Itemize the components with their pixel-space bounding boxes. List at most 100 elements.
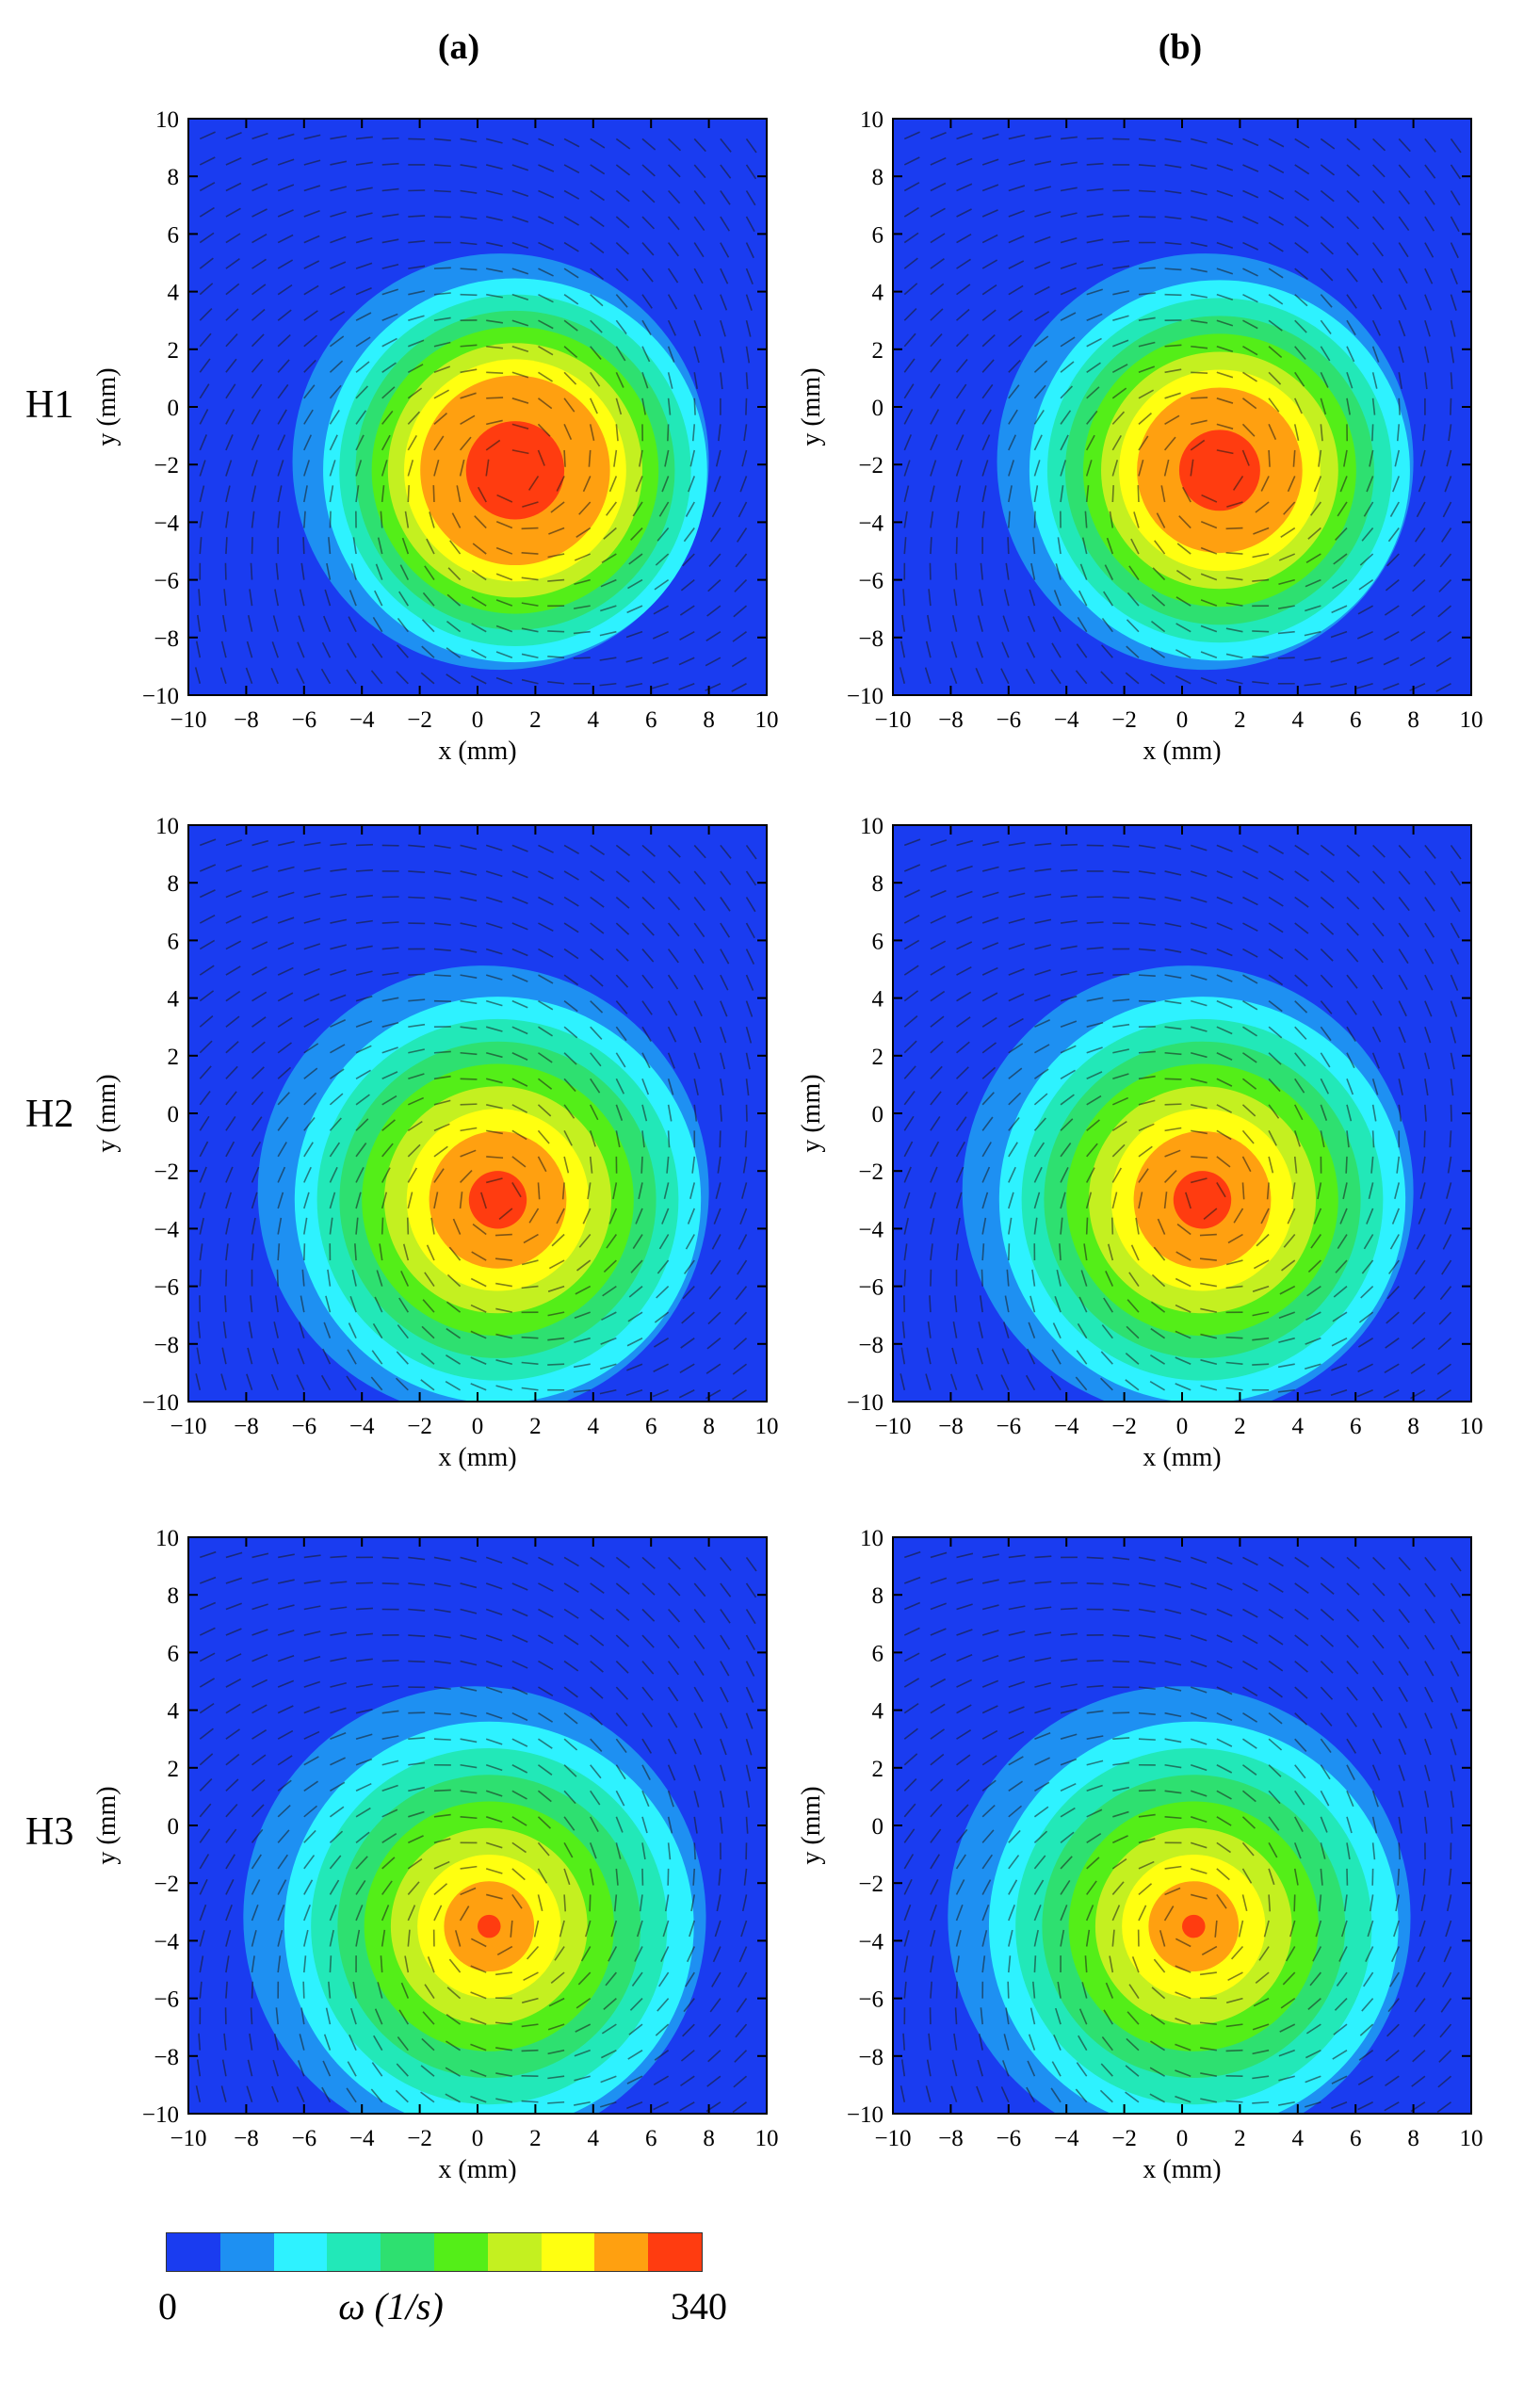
y-tick-label: −10 bbox=[847, 2102, 883, 2128]
colorbar-segment-0 bbox=[167, 2233, 220, 2271]
x-tick-label: 10 bbox=[1460, 1414, 1483, 1439]
x-tick-label: −10 bbox=[170, 1414, 206, 1439]
x-tick-label: 10 bbox=[755, 707, 779, 733]
y-tick-label: 6 bbox=[168, 222, 180, 248]
y-tick-label: 0 bbox=[168, 1102, 180, 1127]
y-tick-label: −2 bbox=[154, 1872, 179, 1897]
y-tick-label: 6 bbox=[872, 222, 884, 248]
y-tick-label: 4 bbox=[872, 1699, 884, 1725]
vorticity-contour-level-9 bbox=[468, 1171, 527, 1229]
x-tick-label: −6 bbox=[291, 2126, 316, 2151]
x-tick-label: 6 bbox=[1350, 707, 1362, 733]
x-tick-label: −6 bbox=[996, 1414, 1021, 1439]
x-tick-label: −8 bbox=[234, 2126, 259, 2151]
y-tick-label: 10 bbox=[860, 814, 883, 839]
y-tick-label: 8 bbox=[872, 165, 884, 190]
x-tick-label: 4 bbox=[588, 1414, 600, 1439]
x-tick-label: 10 bbox=[1460, 2126, 1483, 2151]
velocity-vector-field bbox=[899, 131, 1462, 692]
row-label-h2: H2 bbox=[25, 1093, 74, 1136]
y-tick-label: 4 bbox=[168, 281, 180, 306]
y-tick-label: −8 bbox=[858, 2045, 883, 2070]
y-tick-label: −10 bbox=[142, 2102, 179, 2128]
x-tick-label: 2 bbox=[1234, 707, 1246, 733]
x-tick-label: 0 bbox=[1176, 2126, 1189, 2151]
y-tick-label: 0 bbox=[872, 1102, 884, 1127]
x-tick-label: 8 bbox=[703, 707, 715, 733]
y-tick-label: 8 bbox=[872, 1583, 884, 1609]
x-tick-label: 8 bbox=[703, 2126, 715, 2151]
x-tick-label: 4 bbox=[588, 2126, 600, 2151]
y-tick-label: 10 bbox=[155, 107, 179, 133]
y-axis-title: y (mm) bbox=[92, 367, 122, 446]
y-tick-label: −10 bbox=[142, 1390, 179, 1416]
x-tick-label: −8 bbox=[938, 1414, 964, 1439]
y-tick-label: 8 bbox=[168, 871, 180, 897]
vorticity-plot-h1-b: −10 −8 −6 −4 −2 0 2 4 6 8 10 −10 −8 −6 −4 −2 0 2 4 6 8 10 x (m… bbox=[797, 107, 1483, 766]
colorbar-segment-7 bbox=[541, 2233, 595, 2271]
velocity-vector-field bbox=[900, 838, 1462, 1401]
colorbar-max-label: 340 bbox=[671, 2285, 727, 2327]
y-tick-label: −4 bbox=[154, 1929, 179, 1954]
colorbar-segment-3 bbox=[327, 2233, 381, 2271]
x-tick-label: −10 bbox=[170, 2126, 206, 2151]
x-tick-label: −2 bbox=[1111, 707, 1137, 733]
x-axis-title: x (mm) bbox=[1143, 1443, 1221, 1472]
colorbar-segment-9 bbox=[648, 2233, 702, 2271]
x-axis-title: x (mm) bbox=[438, 2155, 516, 2184]
x-tick-label: 2 bbox=[1234, 2126, 1246, 2151]
x-tick-label: −6 bbox=[291, 707, 316, 733]
y-tick-label: 10 bbox=[155, 1526, 179, 1551]
x-tick-label: −10 bbox=[170, 707, 206, 733]
x-tick-label: 2 bbox=[1234, 1414, 1246, 1439]
x-axis-title: x (mm) bbox=[438, 1443, 516, 1472]
x-tick-label: −8 bbox=[234, 1414, 259, 1439]
x-tick-label: −2 bbox=[407, 1414, 432, 1439]
x-tick-label: 8 bbox=[703, 1414, 715, 1439]
colorbar bbox=[166, 2232, 703, 2272]
y-tick-label: 4 bbox=[168, 987, 180, 1013]
vorticity-plot-h2-a: −10 −8 −6 −4 −2 0 2 4 6 8 10 −10 −8 −6 −4 −2 0 2 4 6 8 10 x (m… bbox=[92, 814, 779, 1472]
x-tick-label: 6 bbox=[645, 1414, 657, 1439]
x-tick-label: 4 bbox=[1292, 1414, 1305, 1439]
y-tick-label: −10 bbox=[847, 684, 883, 709]
y-tick-label: 0 bbox=[168, 396, 180, 421]
vorticity-plot-h2-b: −10 −8 −6 −4 −2 0 2 4 6 8 10 −10 −8 −6 −4 −2 0 2 4 6 8 10 x (m… bbox=[797, 814, 1483, 1472]
x-tick-label: 4 bbox=[1292, 2126, 1305, 2151]
x-tick-label: 0 bbox=[472, 2126, 484, 2151]
x-tick-label: −2 bbox=[407, 707, 432, 733]
y-axis-title: y (mm) bbox=[797, 367, 826, 446]
x-tick-label: −8 bbox=[234, 707, 259, 733]
x-tick-label: 10 bbox=[755, 2126, 779, 2151]
x-tick-label: 6 bbox=[645, 707, 657, 733]
y-tick-label: −4 bbox=[858, 1217, 883, 1242]
y-tick-label: 6 bbox=[872, 929, 884, 954]
vorticity-plot-h3-a: −10 −8 −6 −4 −2 0 2 4 6 8 10 −10 −8 −6 −4 −2 0 2 4 6 8 10 x (m… bbox=[92, 1526, 779, 2184]
y-tick-label: −6 bbox=[154, 1987, 179, 2013]
y-tick-label: 4 bbox=[872, 987, 884, 1013]
y-axis-title: y (mm) bbox=[797, 1786, 826, 1864]
velocity-vector-field bbox=[195, 838, 757, 1401]
velocity-vector-field bbox=[194, 131, 757, 692]
x-tick-label: −10 bbox=[874, 707, 911, 733]
vorticity-plot-h1-a: −10 −8 −6 −4 −2 0 2 4 6 8 10 −10 −8 −6 −4 −2 0 2 4 6 8 10 x (m… bbox=[92, 107, 779, 766]
x-tick-label: −4 bbox=[1054, 707, 1079, 733]
vorticity-contour-level-9 bbox=[1173, 1171, 1232, 1229]
y-tick-label: 6 bbox=[872, 1641, 884, 1666]
y-tick-label: 4 bbox=[168, 1699, 180, 1725]
y-tick-label: 8 bbox=[168, 165, 180, 190]
y-tick-label: −10 bbox=[142, 684, 179, 709]
colorbar-segment-2 bbox=[273, 2233, 328, 2271]
x-tick-label: 4 bbox=[588, 707, 600, 733]
colorbar-segment-5 bbox=[433, 2233, 488, 2271]
x-tick-label: 0 bbox=[1176, 707, 1189, 733]
y-axis-title: y (mm) bbox=[92, 1786, 122, 1864]
x-tick-label: 6 bbox=[1350, 1414, 1362, 1439]
x-tick-label: 2 bbox=[529, 2126, 542, 2151]
x-tick-label: 0 bbox=[472, 1414, 484, 1439]
x-tick-label: −2 bbox=[1111, 2126, 1137, 2151]
y-tick-label: 0 bbox=[872, 396, 884, 421]
x-tick-label: −6 bbox=[291, 1414, 316, 1439]
y-tick-label: −8 bbox=[154, 1333, 179, 1358]
